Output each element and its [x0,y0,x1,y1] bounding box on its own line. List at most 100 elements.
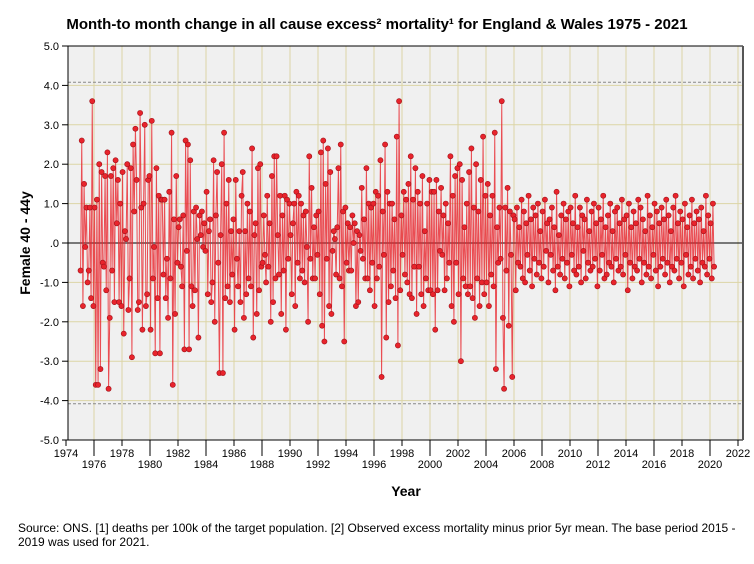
data-point [77,267,84,274]
data-point [123,236,129,242]
data-point [617,263,624,270]
data-point [686,212,693,219]
data-point [465,291,471,298]
data-point [178,263,184,270]
data-point [106,314,113,321]
data-point [117,200,124,207]
data-point [137,110,143,116]
data-point [207,216,213,223]
x-tick-label: 1996 [362,459,386,471]
data-point [570,220,576,227]
data-point [82,244,89,250]
data-point [367,287,373,294]
data-point [298,200,304,207]
data-point [704,271,710,278]
data-point [628,224,635,231]
data-point [235,283,241,290]
data-point [673,255,680,262]
x-tick-label: 1994 [334,448,358,460]
data-point [706,255,713,262]
data-point [446,259,453,266]
data-point [347,224,353,231]
x-axis-label: Year [391,483,421,499]
data-point [594,283,601,290]
x-tick-label: 1988 [250,459,274,471]
data-point [470,204,477,211]
data-point [150,275,156,282]
x-tick-label: 2002 [446,448,470,460]
data-point [173,173,180,179]
data-point [432,326,439,333]
data-point [410,196,416,203]
data-point [468,145,475,152]
data-point [568,251,575,258]
data-point [533,271,540,278]
data-point [132,125,139,132]
data-point [459,177,465,183]
data-point [518,196,525,203]
data-point [332,236,338,242]
data-point [703,192,709,199]
data-point [487,212,493,219]
data-point [430,291,436,298]
data-point [535,200,541,207]
data-point [232,177,239,183]
data-point [463,200,470,207]
data-point [672,192,679,199]
data-point [361,216,367,223]
data-point [644,192,651,199]
data-point [584,196,590,203]
data-point [115,177,121,183]
data-point [449,192,456,199]
data-point [645,263,652,270]
data-point [314,251,321,258]
x-tick-label: 2000 [418,459,442,471]
data-point [558,212,565,219]
data-point [169,381,176,388]
data-point [180,212,187,219]
x-tick-label: 2008 [530,459,554,471]
data-point [391,216,398,223]
data-point [151,244,157,250]
data-point [705,212,712,219]
data-point [370,200,377,207]
data-point [348,267,355,274]
data-point [325,145,331,152]
data-point [342,204,349,211]
data-point [710,200,716,207]
data-point [654,208,660,215]
data-point [330,228,337,235]
data-point [267,318,274,325]
data-point [486,303,492,309]
data-point [322,180,329,187]
data-point [592,255,598,262]
data-point [369,259,376,266]
y-tick-label: 4.0 [44,80,59,92]
data-point [551,224,558,231]
data-point [229,271,236,278]
x-tick-label: 2018 [670,448,694,460]
data-point [81,180,87,187]
data-point [557,271,563,278]
data-point [682,200,688,207]
data-point [154,295,161,302]
data-point [692,255,699,262]
data-point [417,200,423,207]
data-point [172,311,178,317]
data-point [622,251,629,258]
data-point [530,204,537,211]
data-point [407,153,414,160]
data-point [698,204,705,211]
data-point [711,263,717,270]
data-point [245,275,252,282]
data-point [356,232,363,239]
data-point [134,307,141,313]
data-point [378,374,385,380]
data-point [321,338,328,345]
data-point [399,251,406,258]
data-point [474,275,481,282]
data-point [276,271,282,278]
data-point [577,204,583,211]
data-point [329,247,336,254]
